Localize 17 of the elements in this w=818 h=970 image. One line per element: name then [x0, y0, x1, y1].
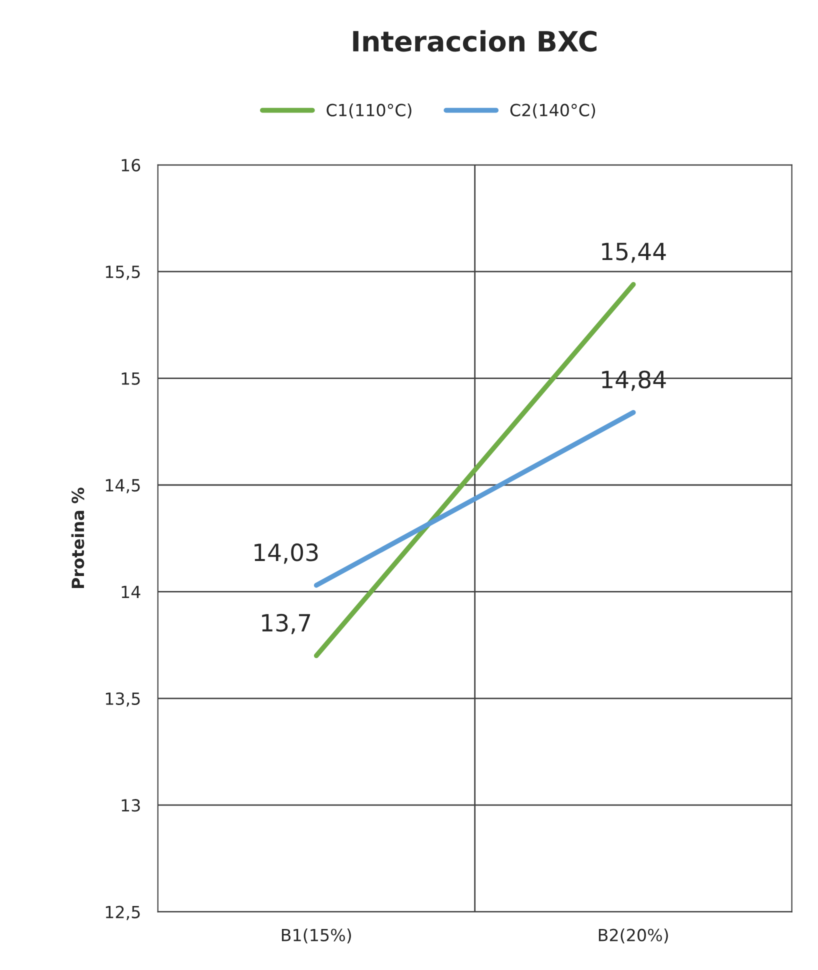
y-tick-label: 15 — [122, 372, 140, 385]
y-tick-label: 16 — [122, 158, 140, 172]
data-label: 14,03 — [254, 543, 318, 564]
y-tick-label: 12,5 — [106, 906, 140, 920]
y-axis-title: Proteina % — [71, 488, 84, 588]
y-tick-label: 14,5 — [106, 479, 140, 494]
chart-title: Interaccion BXC — [353, 30, 596, 52]
x-tick-label: B2(20%) — [598, 928, 668, 944]
legend-label: C1(110°C) — [326, 104, 412, 118]
legend-label: C2(140°C) — [510, 104, 596, 118]
y-tick-label: 13 — [122, 799, 140, 812]
data-label: 15,44 — [602, 242, 666, 263]
y-tick-label: 15,5 — [106, 266, 140, 280]
y-tick-label: 13,5 — [106, 692, 140, 707]
x-tick-label: B1(15%) — [282, 928, 351, 944]
data-label: 13,7 — [262, 614, 310, 634]
y-tick-label: 14 — [122, 586, 140, 598]
